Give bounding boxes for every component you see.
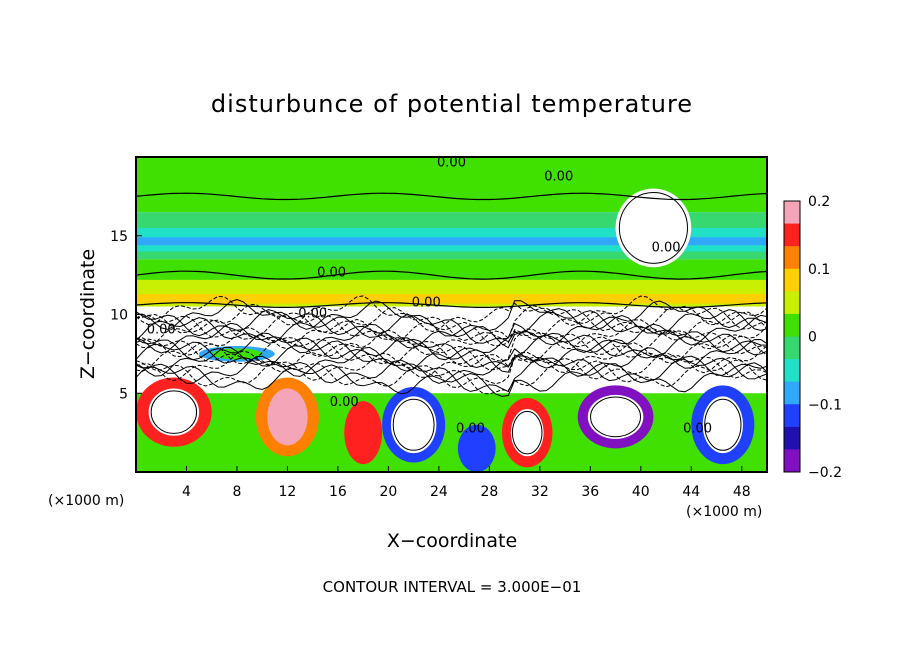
- x-tick-label-5: 24: [430, 484, 448, 500]
- colorbar-tick-label-2: 0: [808, 330, 817, 346]
- contour-line-9: [136, 326, 767, 365]
- field-blob-14: [615, 188, 692, 268]
- colorbar-swatch-10: [784, 426, 800, 450]
- colorbar-swatch-9: [784, 404, 800, 428]
- contour-line-10: [136, 322, 767, 361]
- colorbar: 0.2 0.1 0 −0.1 −0.2: [783, 194, 842, 481]
- contour-line-12: [136, 314, 767, 349]
- field-band-6: [136, 294, 767, 304]
- contour-label-9: 0.00: [683, 422, 712, 437]
- colorbar-swatch-4: [784, 291, 800, 315]
- colorbar-tick-label-4: −0.2: [808, 465, 842, 481]
- x-tick-label-2: 12: [279, 484, 297, 500]
- contour-label-7: 0.00: [330, 395, 359, 410]
- x-axis-label: X−coordinate: [387, 530, 517, 552]
- field-blob-13: [702, 396, 744, 454]
- chart-title: disturbunce of potential temperature: [211, 90, 693, 118]
- z-tick-label-1: 10: [110, 308, 128, 324]
- field-band-3: [136, 237, 767, 246]
- contour-line-19: [136, 270, 767, 280]
- contour-label-4: 0.00: [412, 296, 441, 311]
- x-axis: 4 8 12 16 20 24 28 32 36 40 44 48: [182, 466, 751, 500]
- x-tick-label-10: 44: [682, 484, 700, 500]
- x-tick-label-4: 20: [379, 484, 397, 500]
- contour-line-23: [511, 410, 543, 455]
- contour-interval-label: CONTOUR INTERVAL = 3.000E−01: [323, 578, 582, 596]
- contour-line-7: [136, 335, 767, 371]
- contour-line-16: [136, 298, 767, 337]
- field-blobs: [136, 188, 755, 472]
- contour-line-25: [704, 398, 742, 451]
- x-tick-label-1: 8: [232, 484, 241, 500]
- x-tick-label-7: 32: [531, 484, 549, 500]
- contour-line-20: [136, 302, 767, 308]
- contour-line-22: [392, 398, 435, 451]
- colorbar-swatch-3: [784, 268, 800, 292]
- field-blob-6: [390, 396, 437, 454]
- contour-line-26: [618, 191, 688, 264]
- x-tick-label-0: 4: [182, 484, 191, 500]
- colorbar-frame: [783, 200, 801, 473]
- contour-label-0: 0.00: [437, 155, 466, 170]
- z-tick-label-0: 5: [119, 386, 128, 402]
- contour-label-1: 0.00: [544, 170, 573, 185]
- x-tick-label-6: 28: [480, 484, 498, 500]
- z-unit-label: (×1000 m): [48, 493, 124, 509]
- colorbar-swatch-6: [784, 336, 800, 360]
- contour-line-1: [136, 359, 767, 395]
- contour-line-3: [136, 350, 767, 389]
- field-blob-3: [267, 388, 308, 446]
- colorbar-tick-label-3: −0.1: [808, 397, 842, 413]
- contour-line-24: [590, 396, 642, 438]
- colorbar-swatch-11: [784, 449, 800, 473]
- contour-line-17: [136, 295, 767, 333]
- colorbar-tick-label-0: 0.2: [808, 194, 830, 210]
- contour-line-21: [150, 390, 198, 434]
- contour-label-5: 0.00: [298, 307, 327, 322]
- contour-line-13: [136, 311, 767, 347]
- field-blob-11: [587, 394, 644, 439]
- contour-line-8: [136, 332, 767, 369]
- x-unit-label: (×1000 m): [686, 504, 762, 520]
- field-blob-1: [148, 388, 200, 436]
- x-tick-label-8: 36: [581, 484, 599, 500]
- contour-line-18: [136, 192, 767, 201]
- colorbar-swatch-8: [784, 381, 800, 405]
- contour-labels: 0.00 0.00 0.00 0.00 0.00 0.00 0.00 0.00 0.00 0.00: [147, 155, 712, 437]
- x-tick-label-3: 16: [329, 484, 347, 500]
- contour-lines: [136, 191, 767, 455]
- colorbar-tick-label-1: 0.1: [808, 262, 830, 278]
- x-tick-label-9: 40: [632, 484, 650, 500]
- z-axis-label: Z−coordinate: [77, 249, 99, 379]
- contour-line-5: [136, 342, 767, 378]
- z-tick-label-2: 15: [110, 229, 128, 245]
- colorbar-swatch-5: [784, 313, 800, 337]
- contour-line-2: [136, 355, 767, 393]
- plot-area: 0.00 0.00 0.00 0.00 0.00 0.00 0.00 0.00 0.00 0.00: [136, 155, 767, 472]
- field-blob-4: [344, 401, 383, 465]
- colorbar-swatch-7: [784, 359, 800, 383]
- contour-label-2: 0.00: [317, 266, 346, 281]
- colorbar-swatch-2: [784, 246, 800, 270]
- contour-label-8: 0.00: [456, 422, 485, 437]
- field-band-8: [136, 393, 767, 472]
- field-blob-9: [510, 409, 544, 457]
- contour-line-14: [136, 309, 767, 344]
- x-tick-label-11: 48: [733, 484, 751, 500]
- contour-line-0: [136, 362, 767, 397]
- field-blob-7: [457, 424, 496, 472]
- contour-label-6: 0.00: [147, 322, 176, 337]
- contour-label-3: 0.00: [652, 241, 681, 256]
- colorbar-swatch-0: [784, 201, 800, 225]
- contour-line-4: [136, 346, 767, 384]
- colorbar-swatch-1: [784, 223, 800, 247]
- z-axis: 5 10 15: [110, 229, 142, 402]
- field-band-4: [136, 259, 767, 283]
